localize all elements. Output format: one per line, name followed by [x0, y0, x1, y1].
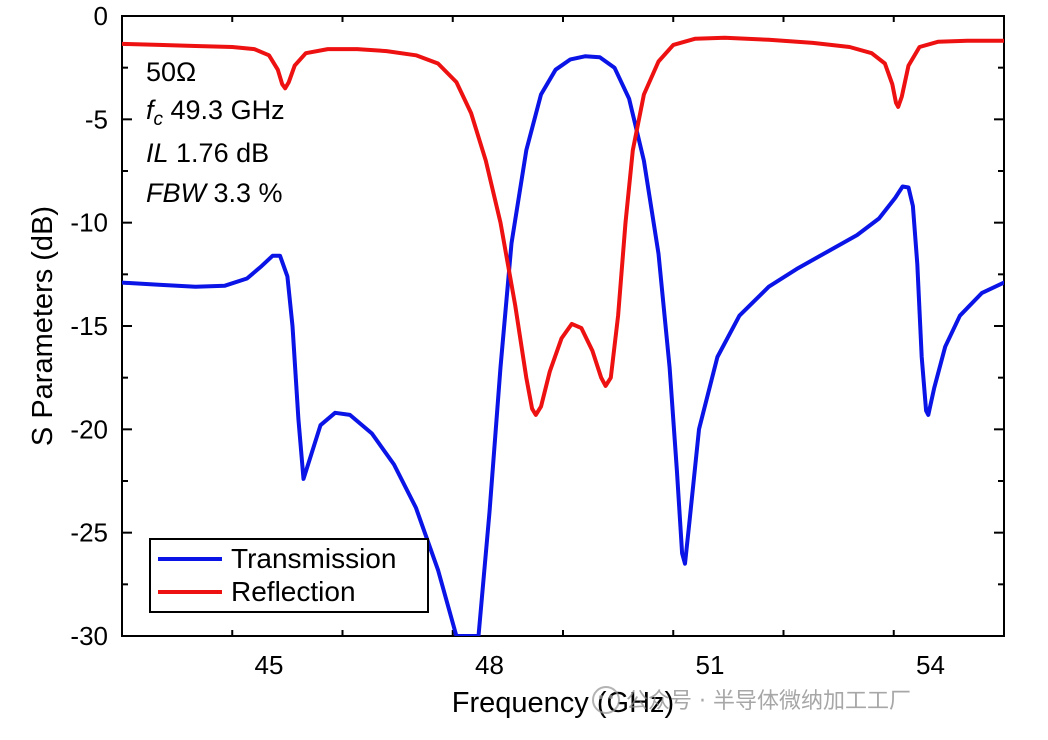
y-tick-label: 0	[94, 1, 108, 31]
y-tick-label: -15	[70, 311, 108, 341]
y-tick-label: -10	[70, 208, 108, 238]
y-tick-label: -20	[70, 414, 108, 444]
fbw-symbol: FBW	[146, 178, 209, 208]
wechat-icon	[592, 686, 620, 714]
legend-box	[149, 538, 429, 613]
annotation-center-frequency: fc 49.3 GHz	[146, 95, 285, 130]
y-tick-label: -25	[70, 518, 108, 548]
series-group	[122, 35, 1004, 636]
fbw-value: 3.3 %	[206, 178, 283, 208]
x-axis-title: Frequency (GHz)	[452, 687, 674, 719]
legend-label-transmission: Transmission	[231, 543, 396, 574]
y-axis-title: S Parameters (dB)	[27, 206, 59, 446]
il-symbol: IL	[146, 138, 169, 168]
axis-ticks	[121, 15, 1005, 637]
annotation-insertion-loss: IL 1.76 dB	[146, 138, 269, 168]
watermark: 公众号 · 半导体微纳加工工厂	[592, 686, 911, 714]
series-line-reflection	[122, 35, 1004, 417]
watermark-text: 公众号 · 半导体微纳加工工厂	[626, 689, 911, 714]
wechat-icon-eye-left	[599, 695, 603, 699]
fc-subscript: c	[154, 109, 164, 130]
legend: Transmission Reflection	[149, 538, 429, 613]
series-line-transmission	[122, 54, 1004, 636]
x-tick-label: 54	[916, 650, 945, 680]
il-value: 1.76 dB	[169, 138, 270, 168]
x-tick-label: 45	[255, 650, 284, 680]
x-tick-label: 48	[475, 650, 504, 680]
x-tick-label: 51	[696, 650, 725, 680]
axis-tick-labels: 45 48 51 54 0 -5 -10 -15 -20 -25 -30	[70, 1, 945, 680]
annotation-impedance: 50Ω	[146, 57, 196, 87]
annotation-block: 50Ω fc 49.3 GHz IL 1.76 dB FBW 3.3 %	[146, 57, 285, 208]
fc-symbol: f	[146, 95, 156, 125]
y-tick-label: -5	[85, 104, 108, 134]
fc-value: 49.3 GHz	[163, 95, 285, 125]
wechat-icon-eye-right	[609, 695, 613, 699]
annotation-fbw: FBW 3.3 %	[146, 178, 283, 208]
y-tick-label: -30	[70, 621, 108, 651]
legend-label-reflection: Reflection	[231, 576, 356, 607]
